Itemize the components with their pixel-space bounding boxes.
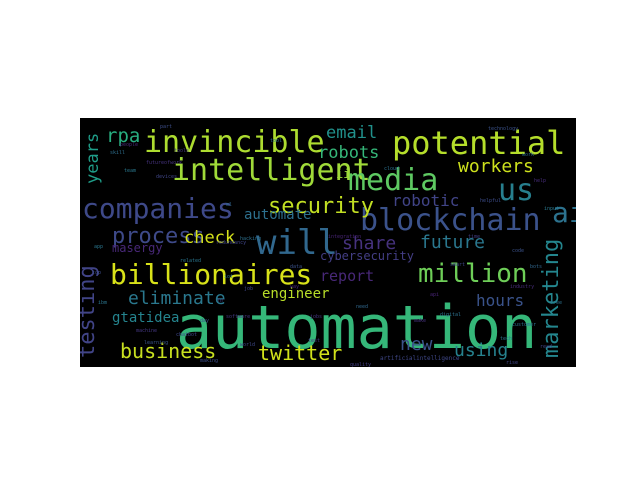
word-business: business [120,339,216,363]
word-api: api [430,292,439,298]
word-jobs: jobs [310,314,322,320]
word-devices: devices [156,174,177,180]
word-quality: quality [350,362,371,367]
word-chatbot: chatbot [176,332,197,338]
word-machine: machine [136,328,157,334]
word-hr: hr [218,298,224,304]
word-automation: automation [176,293,537,363]
word-hacking: hacking [240,236,261,242]
word-ibm: ibm [98,300,107,306]
word-billionaires: billionaires [110,258,312,291]
word-day: day [200,318,209,324]
word-learning: learning [144,340,168,346]
word-robots: robots [318,143,379,163]
word-masergy: masergy [112,241,163,255]
word-skill: skill [110,150,125,156]
word-using: using [454,340,508,361]
word-gtatidea: gtatidea [112,310,179,326]
word-team: team [124,168,136,174]
word-check: check [184,228,235,248]
word-years: years [83,133,103,184]
word-software: software [226,314,250,320]
word-way: way [290,284,299,290]
word-top: top [92,270,101,276]
word-free: free [550,300,562,306]
word-cloud: cloud [384,166,399,172]
word-report: report [320,267,374,285]
word-us: us [498,173,534,208]
word-rpa: rpa [106,125,140,147]
word-marketing: marketing [539,239,564,358]
word-ml: ml [226,202,232,208]
word-share: share [342,233,396,254]
word-rise: rise [506,360,518,366]
word-related: related [180,258,201,264]
word-intelligent: intelligent [172,153,371,188]
word-bots: bots [530,264,542,270]
word-time: time [468,234,480,240]
word-work: work [522,152,534,158]
word-ai: ai [552,196,576,229]
word-world: world [240,342,255,348]
word-customer: customer [512,322,536,328]
word-ii: ii [336,167,350,181]
word-potential: potential [392,124,565,162]
word-input: input [544,206,559,212]
wordcloud-canvas: automation potential intelligent blockchain… [80,118,576,367]
word-companies: companies [82,192,234,225]
word-make: make [414,318,426,324]
word-automate: automate [244,207,311,223]
word-robotic: robotic [392,191,459,210]
word-tools: tools [174,148,189,154]
word-email: email [326,123,377,143]
word-eliminate: eliminate [128,288,226,309]
word-will: will [256,223,338,263]
word-helpful: helpful [480,198,501,204]
word-new: new [400,334,433,355]
word-part: part [160,124,172,130]
word-testing: testing [80,265,100,358]
word-job: job [244,286,253,292]
word-technology: technology [488,126,518,132]
word-invincible: invincible [144,125,325,160]
word-code: code [512,248,524,254]
word-artificialintelligence: artificialintelligence [380,355,460,362]
word-people: people [120,142,138,148]
word-making: making [200,358,218,364]
word-redundancy: redundancy [216,240,246,246]
word-process: process [112,224,205,249]
word-workers: workers [458,156,534,177]
word-futureofwork: futureofwork [146,160,182,166]
word-million: million [418,259,528,289]
word-app: app [94,244,103,250]
word-engineer: engineer [262,286,329,302]
word-help: help [534,178,546,184]
word-need: need [356,304,368,310]
word-test: test [308,338,320,344]
word-integration: integration [328,234,361,240]
word-blockchain: blockchain [360,203,541,238]
word-data: data [290,264,302,270]
word-tool: tool [270,138,282,144]
word-smart: smart [450,262,465,268]
word-future: future [420,232,485,253]
word-security: security [268,194,374,219]
wordcloud-svg: automation potential intelligent blockchain… [80,123,576,367]
word-read: read [540,344,552,350]
word-cybersecurity: cybersecurity [320,249,414,263]
word-iot: iot [224,274,233,280]
word-digital: digital [440,312,461,318]
word-industry: industry [510,284,534,290]
word-media: media [348,163,438,198]
word-tech: tech [500,336,512,342]
word-hours: hours [476,291,524,310]
word-twitter: twitter [258,341,342,365]
